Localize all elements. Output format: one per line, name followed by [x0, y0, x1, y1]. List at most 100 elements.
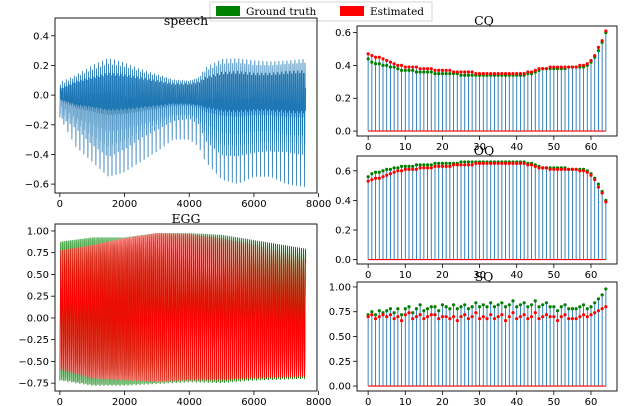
cq-marker-ground-truth [596, 49, 601, 53]
sq-marker-ground-truth [604, 287, 608, 291]
cq-marker-ground-truth [425, 70, 430, 74]
egg-xtick-label: 6000 [241, 397, 266, 406]
sq-marker-ground-truth [399, 313, 404, 317]
sq-marker-ground-truth [403, 307, 407, 311]
sq-frame [356, 281, 618, 392]
sq-marker-estimated [529, 315, 534, 319]
sq-marker-estimated [526, 317, 530, 321]
sq-marker-estimated [381, 313, 385, 317]
sq-marker-estimated [496, 315, 500, 319]
sq-marker-ground-truth [418, 303, 422, 307]
oq-marker-estimated [459, 163, 463, 167]
cq-xtick-label: 10 [399, 142, 412, 153]
cq-marker-estimated [526, 70, 530, 74]
speech-ytick-label: 0.0 [33, 91, 49, 102]
oq-marker-estimated [388, 172, 393, 176]
cq-marker-ground-truth [463, 73, 467, 77]
oq-marker-estimated [444, 164, 448, 168]
egg-ytick-label: 0.75 [27, 248, 49, 259]
sq-marker-estimated [567, 317, 571, 321]
sq-marker-ground-truth [433, 305, 437, 309]
cq-marker-estimated [522, 72, 526, 76]
oq-marker-estimated [474, 161, 478, 165]
cq-marker-ground-truth [444, 72, 448, 76]
cq-marker-estimated [600, 39, 604, 43]
sq-marker-estimated [522, 313, 526, 317]
oq-marker-estimated [522, 161, 526, 165]
sq-marker-ground-truth [544, 301, 549, 305]
sq-marker-estimated [377, 315, 381, 319]
cq-marker-estimated [496, 72, 500, 76]
legend-label-estimated: Estimated [370, 6, 424, 18]
sq-marker-ground-truth [492, 305, 497, 309]
cq-marker-estimated [589, 58, 593, 63]
oq-frame [356, 155, 618, 265]
cq-marker-estimated [585, 62, 589, 66]
cq-marker-estimated [552, 65, 556, 69]
oq-marker-ground-truth [470, 160, 474, 164]
oq-marker-ground-truth [440, 161, 445, 165]
sq-marker-estimated [448, 317, 452, 321]
sq-marker-estimated [403, 313, 407, 317]
sq-marker-ground-truth [559, 305, 563, 309]
oq-marker-estimated [366, 179, 370, 183]
oq-marker-estimated [600, 191, 604, 195]
sq-marker-estimated [437, 317, 441, 321]
oq-marker-estimated [515, 161, 519, 165]
oq-marker-estimated [570, 167, 575, 171]
cq-marker-estimated [463, 70, 467, 74]
oq-marker-estimated [433, 164, 437, 168]
sq-marker-estimated [544, 313, 549, 317]
cq-marker-estimated [544, 67, 549, 71]
cq-xtick-label: 20 [436, 142, 449, 153]
cq-marker-ground-truth [437, 72, 441, 76]
cq-marker-estimated [418, 67, 422, 71]
cq-marker-estimated [474, 72, 478, 76]
oq-marker-estimated [541, 166, 545, 170]
oq-marker-estimated [455, 163, 459, 167]
cq-marker-estimated [537, 67, 541, 71]
sq-marker-ground-truth [581, 303, 586, 307]
cq-marker-estimated [466, 70, 471, 74]
cq-marker-ground-truth [440, 72, 445, 76]
cq-axes: 0 10 20 30 40 50 60 0.0 0.2 0.4 0.6 [335, 25, 618, 153]
oq-marker-estimated [489, 161, 493, 165]
sq-ytick-label: 0.75 [329, 307, 351, 318]
oq-xtick-label: 50 [547, 270, 560, 281]
egg-ytick-label: 0.50 [27, 270, 49, 281]
sq-marker-ground-truth [414, 307, 419, 311]
sq-marker-estimated [518, 315, 523, 319]
cq-marker-estimated [448, 68, 452, 72]
oq-marker-estimated [589, 173, 593, 177]
cq-marker-ground-truth [470, 73, 474, 77]
oq-marker-ground-truth [437, 161, 441, 165]
sq-marker-ground-truth [533, 299, 537, 303]
sq-marker-ground-truth [388, 307, 393, 311]
cq-xtick-label: 30 [473, 142, 486, 153]
cq-marker-estimated [533, 68, 537, 72]
sq-marker-estimated [474, 311, 478, 315]
oq-marker-estimated [414, 167, 419, 171]
oq-marker-estimated [470, 163, 474, 167]
cq-marker-ground-truth [403, 68, 407, 72]
sq-marker-estimated [477, 317, 482, 321]
speech-ytick-label: 0.4 [33, 31, 49, 42]
sq-marker-estimated [422, 317, 426, 321]
oq-xtick-label: 30 [473, 270, 486, 281]
cq-marker-ground-truth [366, 57, 370, 61]
oq-marker-ground-truth [429, 163, 433, 167]
sq-marker-ground-truth [429, 305, 433, 309]
cq-marker-estimated [563, 65, 567, 69]
cq-marker-estimated [489, 72, 493, 76]
sq-marker-ground-truth [574, 307, 578, 311]
cq-marker-estimated [470, 70, 474, 74]
sq-marker-estimated [570, 317, 575, 321]
sq-marker-estimated [385, 315, 389, 319]
sq-marker-ground-truth [370, 310, 374, 314]
oq-xtick-label: 60 [585, 270, 598, 281]
cq-marker-estimated [429, 67, 433, 71]
cq-marker-estimated [567, 65, 571, 69]
sq-marker-estimated [503, 319, 508, 323]
sq-xtick-label: 30 [473, 397, 486, 406]
cq-marker-ground-truth [433, 72, 437, 76]
